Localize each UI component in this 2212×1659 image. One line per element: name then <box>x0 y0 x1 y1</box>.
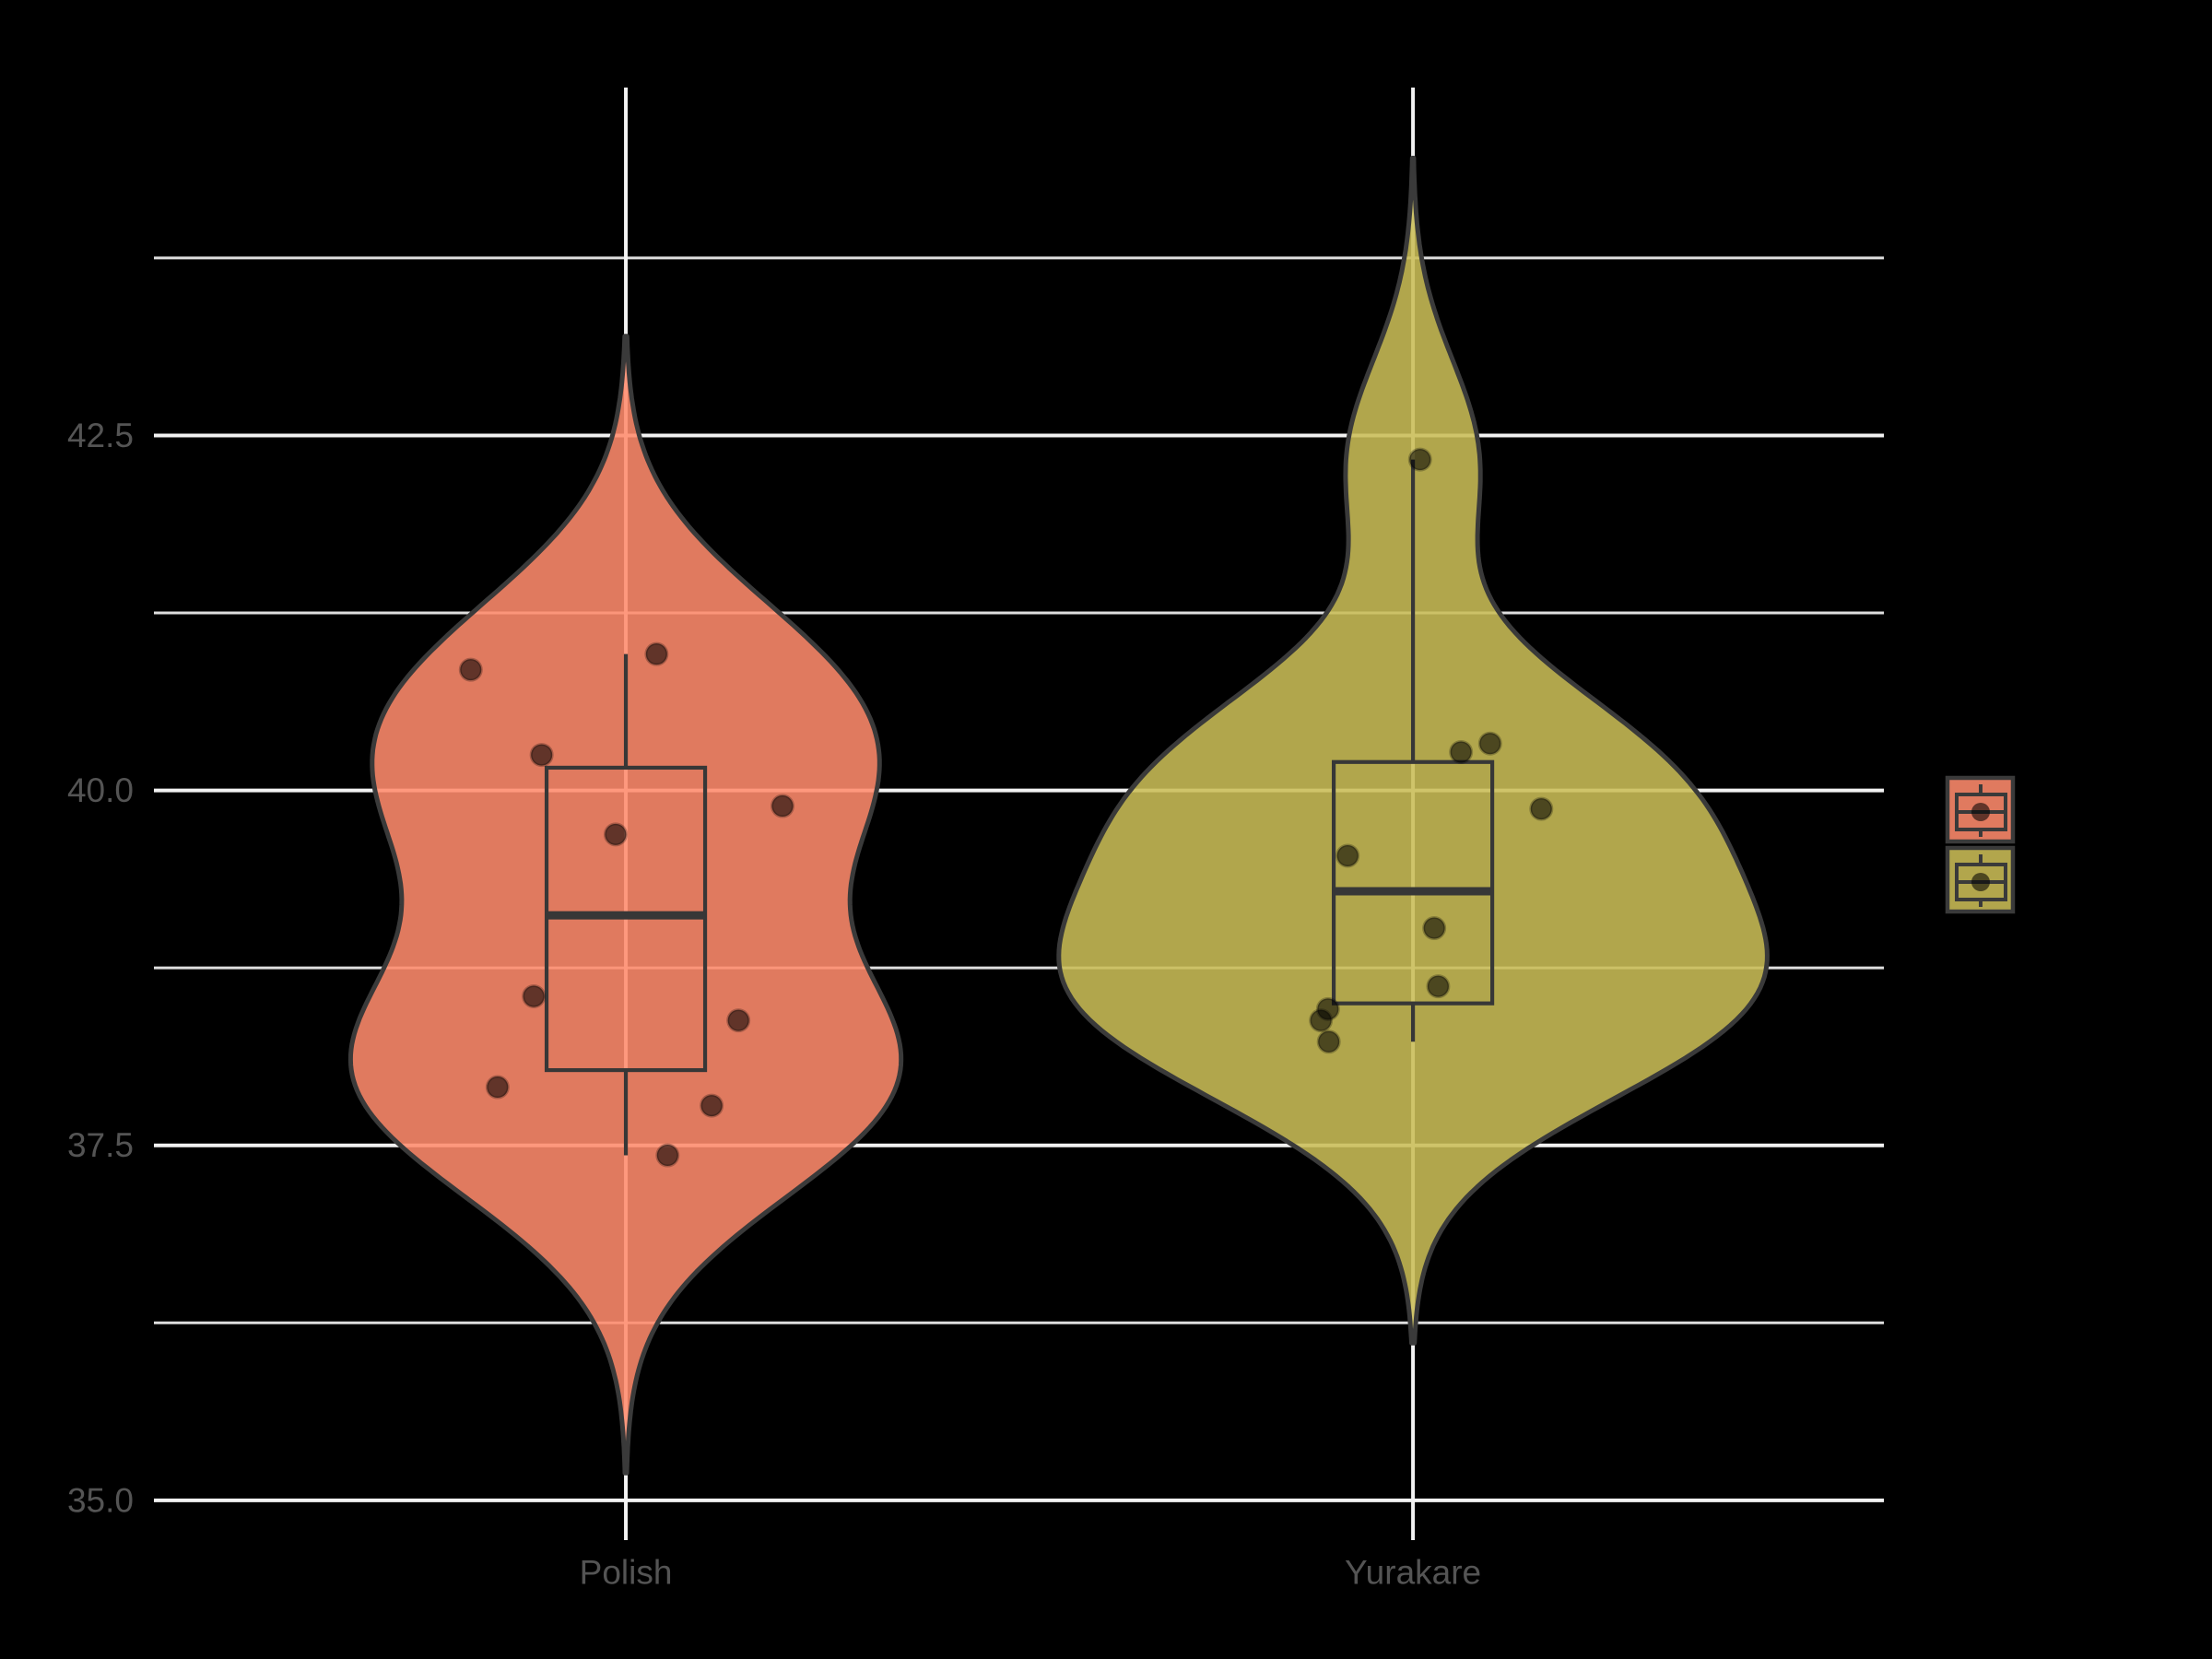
data-point-Yurakare <box>1422 916 1447 941</box>
data-point-Polish <box>726 1008 751 1033</box>
data-point-Polish <box>700 1093 724 1118</box>
data-point-Yurakare <box>1449 739 1474 764</box>
data-point-Yurakare <box>1529 796 1554 821</box>
box-Yurakare <box>1331 759 1495 1006</box>
data-point-Yurakare <box>1477 731 1502 756</box>
data-point-Polish <box>529 743 554 768</box>
data-point-Polish <box>770 794 794 818</box>
legend-key-point-icon <box>1971 803 1990 821</box>
data-point-Polish <box>522 983 547 1008</box>
data-point-Polish <box>644 641 669 666</box>
data-point-Polish <box>655 1143 680 1168</box>
data-point-Yurakare <box>1335 843 1360 868</box>
data-point-Yurakare <box>1426 974 1451 999</box>
data-point-Yurakare <box>1309 1008 1334 1033</box>
violin-Polish <box>347 334 904 1476</box>
data-point-Polish <box>603 822 628 847</box>
y-tick-label: 37.5 <box>67 1126 134 1164</box>
data-point-Polish <box>485 1075 510 1100</box>
legend-key-point-icon <box>1971 873 1990 891</box>
y-tick-label: 40.0 <box>67 771 134 809</box>
data-point-Yurakare <box>1407 447 1432 472</box>
y-tick-label: 42.5 <box>67 417 134 454</box>
data-point-Yurakare <box>1316 1030 1341 1054</box>
x-category-label-Polish: Polish <box>580 1554 673 1592</box>
data-point-Polish <box>458 657 483 682</box>
x-category-label-Yurakare: Yurakare <box>1345 1554 1481 1592</box>
y-tick-label: 35.0 <box>67 1481 134 1519</box>
